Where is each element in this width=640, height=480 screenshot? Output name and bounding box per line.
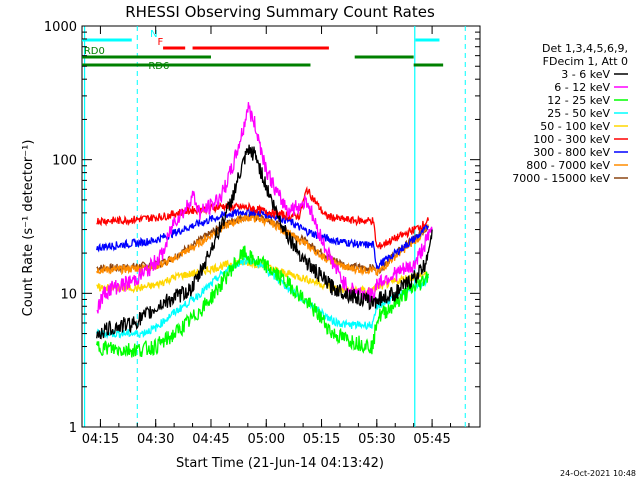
legend-label: 25 - 50 keV bbox=[547, 107, 610, 120]
legend: Det 1,3,4,5,6,9,FDecim 1, Att 03 - 6 keV… bbox=[512, 42, 628, 185]
series-line bbox=[96, 207, 429, 270]
y-tick-label: 100 bbox=[52, 154, 77, 169]
legend-label: 100 - 300 keV bbox=[533, 133, 610, 146]
plot-frame bbox=[81, 25, 481, 428]
y-tick-label: 1 bbox=[69, 421, 77, 436]
status-label: F bbox=[158, 37, 164, 48]
legend-label: 3 - 6 keV bbox=[561, 68, 610, 81]
legend-label: 6 - 12 keV bbox=[554, 81, 610, 94]
y-tick-label: 1000 bbox=[44, 20, 77, 35]
legend-header: Det 1,3,4,5,6,9, bbox=[542, 42, 628, 55]
x-tick-label: 04:30 bbox=[137, 432, 174, 447]
x-tick-label: 05:45 bbox=[413, 432, 450, 447]
x-tick-label: 05:30 bbox=[358, 432, 395, 447]
status-label: RD0 bbox=[84, 46, 105, 57]
y-tick-label: 10 bbox=[60, 287, 77, 302]
status-label: N bbox=[150, 29, 157, 40]
x-tick-label: 04:45 bbox=[192, 432, 229, 447]
x-tick-label: 04:15 bbox=[82, 432, 119, 447]
series-line bbox=[96, 102, 433, 314]
legend-label: 800 - 7000 keV bbox=[526, 159, 610, 172]
footer-timestamp: 24-Oct-2021 10:48 bbox=[560, 469, 636, 478]
x-axis-label: Start Time (21-Jun-14 04:13:42) bbox=[176, 456, 384, 471]
legend-header: FDecim 1, Att 0 bbox=[543, 55, 628, 68]
legend-label: 300 - 800 keV bbox=[533, 146, 610, 159]
legend-label: 50 - 100 keV bbox=[540, 120, 610, 133]
series-line bbox=[96, 144, 433, 340]
series-line bbox=[96, 257, 429, 295]
legend-label: 12 - 25 keV bbox=[547, 94, 610, 107]
status-label: RD6 bbox=[148, 61, 169, 72]
series-line bbox=[96, 254, 430, 340]
x-tick-label: 05:00 bbox=[248, 432, 285, 447]
series-line bbox=[96, 245, 430, 358]
x-tick-label: 05:15 bbox=[303, 432, 340, 447]
chart-title: RHESSI Observing Summary Count Rates bbox=[125, 3, 435, 21]
y-axis-label: Count Rate (s⁻¹ detector⁻¹) bbox=[21, 140, 36, 317]
series-line bbox=[96, 185, 430, 250]
series-line bbox=[96, 213, 430, 277]
legend-label: 7000 - 15000 keV bbox=[512, 172, 610, 185]
